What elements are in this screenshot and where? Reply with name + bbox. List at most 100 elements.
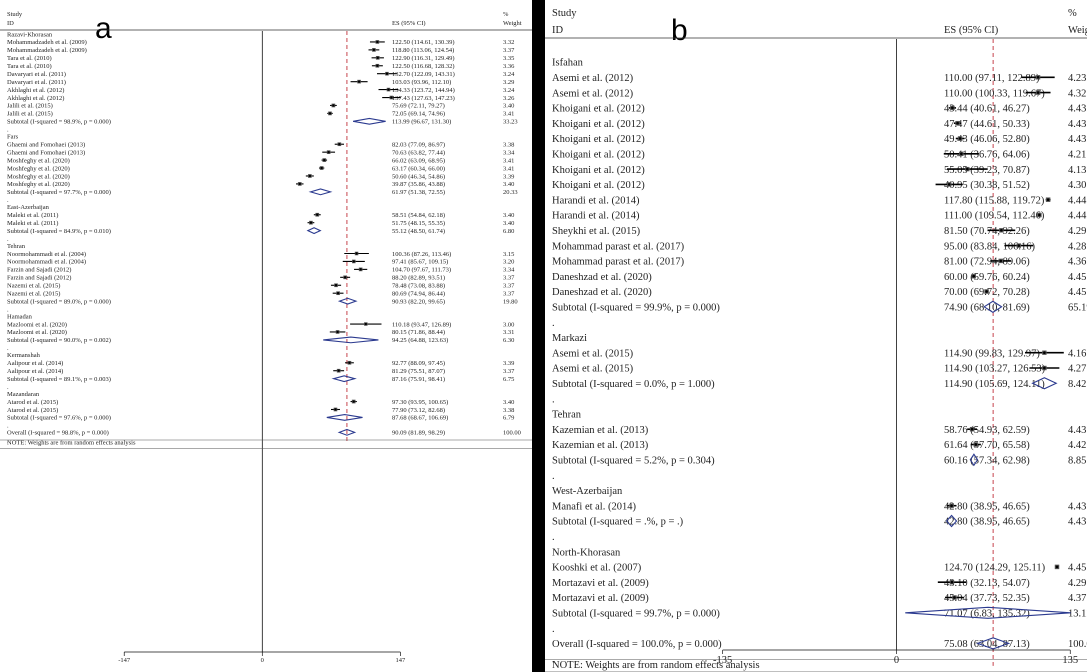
study-es-ci: 117.80 (115.88, 119.72)	[944, 195, 1045, 206]
study-es-ci: 77.90 (73.12, 82.68)	[392, 407, 445, 414]
spacer-dot: .	[7, 306, 9, 313]
study-es-ci: 42.80 (38.95, 46.65)	[944, 501, 1030, 512]
group-label: Kermanshah	[7, 352, 41, 359]
subtotal-label: Subtotal (I-squared = 97.6%, p = 0.000)	[7, 415, 111, 422]
spacer-dot: .	[7, 236, 9, 243]
subtotal-es-ci: 60.16 (57.34, 62.98)	[944, 455, 1030, 466]
header-weight: Weight	[503, 20, 522, 27]
subtotal-diamond	[969, 453, 979, 467]
study-es-ci: 137.43 (127.63, 147.23)	[392, 95, 455, 102]
study-label: Daneshzad et al. (2020)	[552, 272, 652, 283]
study-weight: 3.15	[503, 251, 514, 258]
study-point	[343, 276, 347, 279]
study-weight: 3.26	[503, 95, 515, 102]
panel-letter: a	[95, 12, 112, 45]
spacer-dot: .	[7, 197, 9, 204]
spacer-dot: .	[7, 438, 9, 445]
subtotal-diamond	[983, 300, 1003, 313]
study-label: Manafi et al. (2014)	[552, 501, 636, 512]
study-point	[372, 48, 376, 52]
study-point	[985, 290, 988, 293]
study-point	[337, 369, 340, 372]
study-es-ci: 82.03 (77.09, 86.97)	[392, 141, 445, 148]
study-point	[950, 504, 953, 508]
study-label: Farzin and Sajadi (2012)	[7, 275, 71, 282]
study-es-ci: 45.04 (37.73, 52.35)	[944, 593, 1030, 604]
study-label: Atarod et al. (2015)	[7, 407, 58, 414]
study-point	[387, 88, 390, 91]
forest-plot-a-svg: a Study ID ES (95% CI)% Weight Razavi-Khorasa…	[0, 11, 532, 664]
study-label: Nazemi et al. (2015)	[7, 290, 60, 297]
study-weight: 4.21	[1068, 149, 1086, 160]
study-point	[956, 121, 959, 125]
subtotal-weight: 8.42	[1068, 379, 1086, 390]
study-weight: 4.29	[1068, 226, 1086, 237]
study-label: Jalili et al. (2015)	[7, 103, 53, 110]
study-label: Tara et al. (2010)	[7, 63, 52, 70]
study-weight: 3.20	[503, 259, 514, 266]
study-es-ci: 63.17 (60.34, 66.00)	[392, 165, 445, 172]
study-weight: 4.44	[1068, 195, 1087, 206]
study-point	[958, 137, 962, 140]
subtotal-es-ci: 87.68 (68.67, 106.69)	[392, 415, 448, 422]
spacer-dot: .	[552, 318, 555, 329]
study-weight: 3.37	[503, 275, 515, 282]
study-point	[309, 221, 313, 224]
study-es-ci: 49.43 (46.06, 52.80)	[944, 134, 1030, 145]
study-label: Asemi et al. (2012)	[552, 73, 634, 84]
weights-note: NOTE: Weights are from random effects an…	[7, 440, 136, 447]
study-label: Asemi et al. (2015)	[552, 364, 634, 375]
study-point	[355, 252, 358, 255]
study-weight: 4.43	[1068, 425, 1086, 436]
study-weight: 4.44	[1068, 211, 1087, 222]
overall-label: Overall (I-squared = 100.0%, p = 0.000)	[552, 639, 722, 650]
overall-weight: 100.00	[1068, 639, 1087, 650]
study-label: Akhlaghi et al. (2012)	[7, 95, 64, 102]
group-label: North-Khorasan	[552, 547, 621, 558]
study-label: Aalipour et al. (2014)	[7, 368, 63, 375]
study-point	[320, 166, 323, 170]
study-es-ci: 81.50 (70.74, 92.26)	[944, 226, 1030, 237]
header-es: ES (95% CI)	[944, 25, 999, 36]
header-pct: %	[1068, 8, 1077, 19]
subtotal-es-ci: 113.99 (96.67, 131.30)	[392, 119, 451, 126]
study-label: Mortazavi et al. (2009)	[552, 578, 649, 589]
subtotal-weight: 6.75	[503, 376, 514, 383]
header-es: ES (95% CI)	[392, 20, 426, 27]
study-point	[953, 596, 956, 599]
study-point	[308, 174, 312, 178]
study-label: Moshfeghy et al. (2020)	[7, 165, 70, 172]
subtotal-diamond	[905, 606, 1071, 619]
spacer-dot: .	[552, 624, 555, 635]
study-point	[376, 40, 379, 44]
weights-note: NOTE: Weights are from random effects an…	[552, 660, 760, 671]
spacer-dot: .	[7, 384, 9, 391]
header-pct: %	[503, 11, 509, 18]
study-weight: 4.43	[1068, 119, 1086, 130]
subtotal-label: Subtotal (I-squared = 0.0%, p = 1.000)	[552, 379, 715, 390]
study-es-ci: 51.75 (48.15, 55.35)	[392, 220, 445, 227]
group-label: Razavi-Khorasan	[7, 31, 53, 38]
study-es-ci: 75.69 (72.11, 79.27)	[392, 103, 445, 110]
study-weight: 3.40	[503, 103, 514, 110]
study-weight: 3.32	[503, 39, 514, 46]
study-point	[960, 152, 963, 156]
study-label: Khoigani et al. (2012)	[552, 149, 645, 160]
study-label: Harandi et al. (2014)	[552, 211, 640, 222]
subtotal-weight: 6.30	[503, 337, 514, 344]
x-tick-label: 147	[396, 657, 407, 664]
x-tick-label: 0	[261, 657, 264, 664]
study-es-ci: 80.15 (71.86, 88.44)	[392, 329, 445, 336]
subtotal-es-ci: 55.12 (48.50, 61.74)	[392, 228, 445, 235]
overall-es-ci: 90.09 (81.89, 98.29)	[392, 430, 445, 437]
subtotal-diamond	[323, 336, 379, 344]
study-label: Mohammad parast et al. (2017)	[552, 241, 685, 252]
study-weight: 3.41	[503, 111, 514, 118]
subtotal-label: Subtotal (I-squared = 99.9%, p = 0.000)	[552, 302, 720, 313]
study-es-ci: 122.50 (114.61, 130.39)	[392, 39, 455, 46]
overall-diamond	[337, 428, 357, 436]
study-es-ci: 39.87 (35.86, 43.88)	[392, 181, 445, 188]
study-es-ci: 97.30 (93.95, 100.65)	[392, 399, 448, 406]
study-point	[334, 284, 338, 287]
study-label: Nazemi et al. (2015)	[7, 283, 60, 290]
